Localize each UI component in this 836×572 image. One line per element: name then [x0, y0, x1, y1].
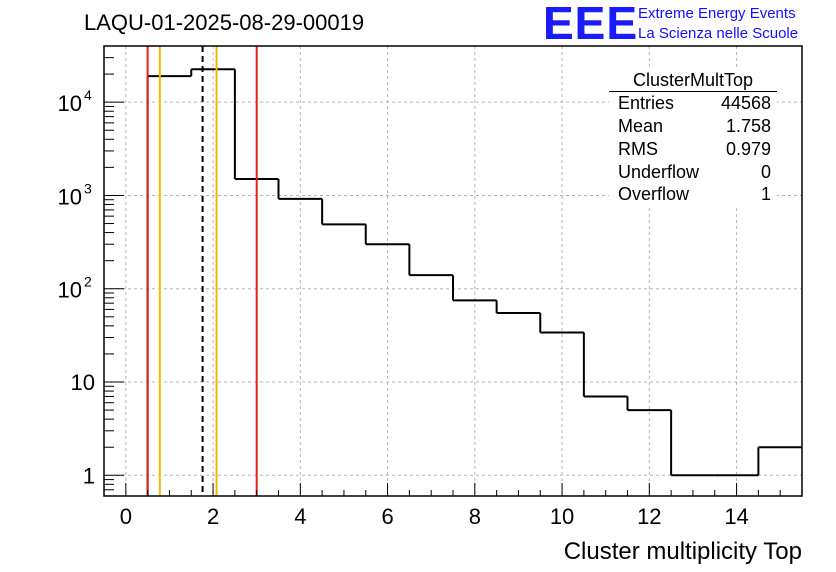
stats-row-overflow: Overflow 1	[618, 184, 771, 206]
y-tick-label: 10 2	[58, 274, 92, 303]
y-tick-label: 10 3	[58, 180, 92, 209]
eee-logo-mark: EEE	[543, 0, 639, 49]
x-tick-label: 14	[724, 504, 748, 529]
stats-key: Overflow	[618, 184, 690, 204]
stats-box: ClusterMultTop Entries 44568 Mean 1.758 …	[609, 69, 777, 208]
x-tick-label: 6	[381, 504, 393, 529]
stats-box-title: ClusterMultTop	[632, 70, 754, 90]
x-tick-label: 2	[207, 504, 219, 529]
marker-lines	[146, 46, 258, 496]
stats-value: 1.758	[725, 116, 771, 136]
stats-divider	[609, 91, 777, 92]
logo-line-1: Extreme Energy Events	[638, 5, 796, 22]
stats-row-mean: Mean 1.758	[618, 116, 771, 138]
stats-value: 0	[760, 162, 771, 182]
y-tick-exponent: 2	[84, 274, 92, 290]
x-tick-label: 0	[120, 504, 132, 529]
y-tick-base: 10	[58, 184, 82, 209]
x-tick-label: 10	[550, 504, 574, 529]
y-tick-label: 10 4	[58, 87, 92, 116]
stats-row-entries: Entries 44568	[618, 93, 771, 115]
x-tick-label: 12	[637, 504, 661, 529]
stats-key: RMS	[618, 139, 658, 159]
x-tick-label: 8	[469, 504, 481, 529]
plot-title: LAQU-01-2025-08-29-00019	[84, 10, 365, 35]
stats-value: 44568	[720, 93, 771, 113]
stats-value: 0.979	[725, 139, 771, 159]
stats-row-underflow: Underflow 0	[618, 162, 771, 184]
x-tick-label: 4	[294, 504, 306, 529]
stats-key: Underflow	[618, 162, 700, 182]
eee-logo: EEE Extreme Energy Events La Scienza nel…	[543, 0, 833, 49]
stats-row-rms: RMS 0.979	[618, 139, 771, 161]
x-axis-label: Cluster multiplicity Top	[564, 538, 802, 565]
x-ticks: 0 2 4 6 8 10 12 14	[103, 483, 803, 529]
logo-line-2: La Scienza nelle Scuole	[638, 25, 799, 42]
y-tick-label: 1	[83, 463, 95, 488]
y-tick-exponent: 4	[84, 87, 92, 103]
y-tick-exponent: 3	[84, 180, 92, 196]
y-tick-base: 10	[58, 91, 82, 116]
stats-key: Mean	[618, 116, 664, 136]
stats-value: 1	[760, 184, 771, 204]
y-tick-label: 10	[71, 370, 95, 395]
stats-key: Entries	[618, 93, 675, 113]
y-tick-base: 10	[58, 278, 82, 303]
